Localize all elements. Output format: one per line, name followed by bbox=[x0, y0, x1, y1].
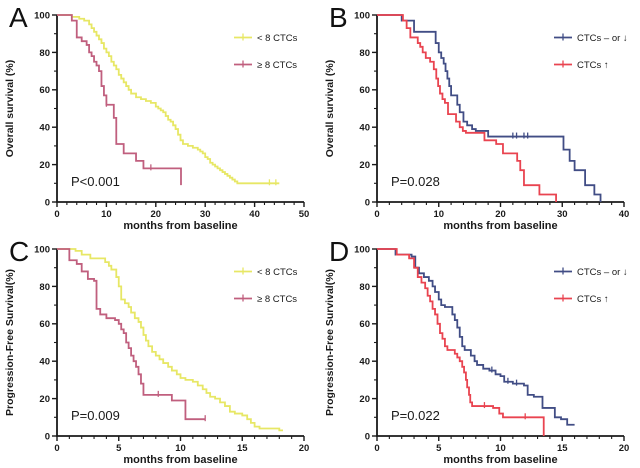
x-tick-label: 15 bbox=[237, 443, 248, 454]
y-tick-label: 20 bbox=[359, 394, 370, 405]
x-tick-label: 20 bbox=[151, 209, 162, 220]
km-chart-overall-survival-ctc-change: 0 10 20 30 40 0 20 40 60 80 100 months from baselin… bbox=[324, 10, 630, 232]
legend-label: ≥ 8 CTCs bbox=[257, 60, 297, 71]
y-axis-label: Progression-Free Survival(%) bbox=[4, 269, 16, 416]
x-tick-label: 10 bbox=[175, 443, 186, 454]
y-tick-label: 80 bbox=[359, 282, 370, 293]
y-tick-label: 0 bbox=[365, 197, 370, 208]
y-tick-label: 0 bbox=[45, 431, 50, 442]
y-tick-label: 0 bbox=[45, 197, 50, 208]
x-axis-label: months from baseline bbox=[443, 220, 557, 232]
y-tick-label: 60 bbox=[39, 319, 50, 330]
km-chart-overall-survival-ctc-count: 0 10 20 30 40 50 0 20 40 60 80 100 months from basel… bbox=[4, 10, 310, 232]
y-tick-label: 20 bbox=[359, 160, 370, 171]
panel-letter-B: B bbox=[329, 2, 348, 33]
panel-letter-A: A bbox=[9, 2, 28, 33]
panel-B: B 0 10 20 30 40 0 20 40 60 80 100 months from basel… bbox=[320, 0, 640, 234]
km-curve bbox=[377, 14, 602, 202]
km-curve bbox=[57, 14, 280, 185]
p-value-label: P=0.028 bbox=[391, 174, 440, 189]
km-curve bbox=[377, 248, 545, 436]
y-tick-label: 60 bbox=[39, 85, 50, 96]
y-axis-label: Overall survival (%) bbox=[4, 60, 16, 157]
x-tick-label: 30 bbox=[200, 209, 211, 220]
panel-letter-D: D bbox=[329, 236, 350, 267]
x-tick-label: 0 bbox=[374, 443, 379, 454]
y-axis-label: Overall survival (%) bbox=[324, 60, 336, 157]
km-curve bbox=[377, 248, 575, 426]
legend-label: CTCs ↑ bbox=[577, 294, 609, 305]
panel-letter-C: C bbox=[9, 236, 30, 267]
x-tick-label: 20 bbox=[619, 443, 630, 454]
legend-label: CTCs – or ↓ bbox=[577, 33, 628, 44]
y-tick-label: 40 bbox=[359, 123, 370, 134]
km-chart-pfs-ctc-change: 0 5 10 15 20 0 20 40 60 80 100 months from baseline… bbox=[324, 244, 630, 466]
x-tick-label: 10 bbox=[495, 443, 506, 454]
y-tick-label: 20 bbox=[39, 394, 50, 405]
legend-label: < 8 CTCs bbox=[257, 267, 298, 278]
y-tick-label: 80 bbox=[39, 48, 50, 59]
x-tick-label: 20 bbox=[299, 443, 310, 454]
y-tick-label: 100 bbox=[34, 10, 50, 21]
legend-label: CTCs ↑ bbox=[577, 60, 609, 71]
panel-D: D 0 5 10 15 20 0 20 40 60 80 100 months from baseli… bbox=[320, 234, 640, 468]
x-tick-label: 10 bbox=[433, 209, 444, 220]
x-axis-label: months from baseline bbox=[123, 220, 237, 232]
x-tick-label: 50 bbox=[299, 209, 310, 220]
x-tick-label: 0 bbox=[54, 443, 59, 454]
panel-C: C 0 5 10 15 20 0 20 40 60 80 100 months from baseli… bbox=[0, 234, 320, 468]
y-tick-label: 100 bbox=[354, 244, 370, 255]
y-tick-label: 60 bbox=[359, 319, 370, 330]
y-tick-label: 0 bbox=[365, 431, 370, 442]
y-tick-label: 80 bbox=[359, 48, 370, 59]
x-tick-label: 5 bbox=[116, 443, 122, 454]
y-tick-label: 20 bbox=[39, 160, 50, 171]
y-tick-label: 40 bbox=[39, 123, 50, 134]
km-curve bbox=[57, 248, 284, 432]
x-axis-label: months from baseline bbox=[123, 454, 237, 466]
km-chart-pfs-ctc-count: 0 5 10 15 20 0 20 40 60 80 100 months from baseline… bbox=[4, 244, 310, 466]
x-tick-label: 40 bbox=[619, 209, 630, 220]
x-tick-label: 0 bbox=[54, 209, 59, 220]
km-curve bbox=[57, 14, 182, 186]
p-value-label: P=0.022 bbox=[391, 408, 440, 423]
y-tick-label: 40 bbox=[359, 357, 370, 368]
x-tick-label: 0 bbox=[374, 209, 379, 220]
y-tick-label: 40 bbox=[39, 357, 50, 368]
x-tick-label: 20 bbox=[495, 209, 506, 220]
km-curve bbox=[377, 14, 557, 202]
panel-A: A 0 10 20 30 40 50 0 20 40 60 80 100 months from bas… bbox=[0, 0, 320, 234]
p-value-label: P=0.009 bbox=[71, 408, 120, 423]
legend-label: CTCs – or ↓ bbox=[577, 267, 628, 278]
km-curve bbox=[57, 248, 206, 421]
y-tick-label: 100 bbox=[34, 244, 50, 255]
y-tick-label: 100 bbox=[354, 10, 370, 21]
y-axis-label: Progression-Free Survival(%) bbox=[324, 269, 336, 416]
x-tick-label: 40 bbox=[249, 209, 260, 220]
y-tick-label: 60 bbox=[359, 85, 370, 96]
x-tick-label: 15 bbox=[557, 443, 568, 454]
legend-label: ≥ 8 CTCs bbox=[257, 294, 297, 305]
legend-label: < 8 CTCs bbox=[257, 33, 298, 44]
p-value-label: P<0.001 bbox=[71, 174, 120, 189]
y-tick-label: 80 bbox=[39, 282, 50, 293]
x-axis-label: months from baseline bbox=[443, 454, 557, 466]
x-tick-label: 30 bbox=[557, 209, 568, 220]
x-tick-label: 10 bbox=[101, 209, 112, 220]
x-tick-label: 5 bbox=[436, 443, 442, 454]
